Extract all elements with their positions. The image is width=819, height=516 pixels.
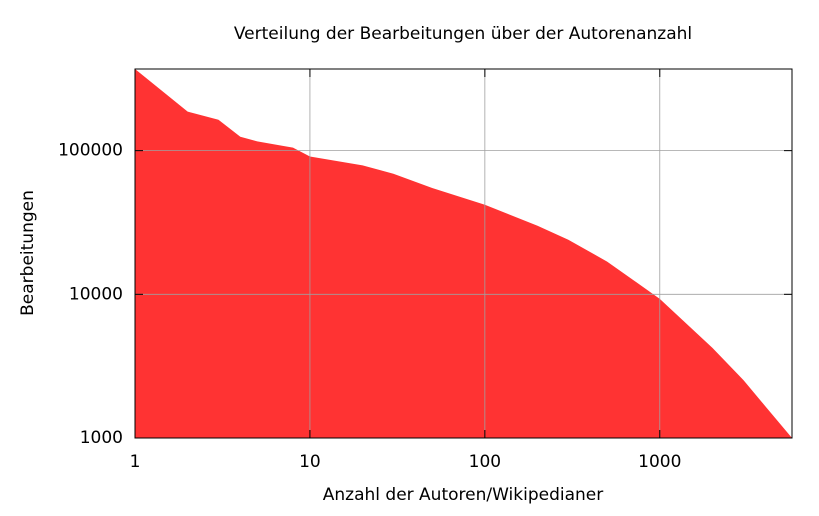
x-tick-label: 1000	[638, 452, 681, 472]
x-axis-label: Anzahl der Autoren/Wikipedianer	[323, 485, 603, 505]
y-tick-label: 1000	[80, 428, 123, 448]
x-tick-label: 100	[469, 452, 501, 472]
x-tick-label: 10	[299, 452, 321, 472]
y-tick-label: 100000	[58, 141, 123, 161]
plot-frame	[134, 68, 793, 439]
y-axis-label: Bearbeitungen	[18, 190, 38, 316]
area	[135, 69, 792, 438]
chart-title: Verteilung der Bearbeitungen über der Au…	[234, 24, 692, 44]
x-tick-label: 1	[130, 452, 141, 472]
y-tick-label: 10000	[69, 284, 123, 304]
